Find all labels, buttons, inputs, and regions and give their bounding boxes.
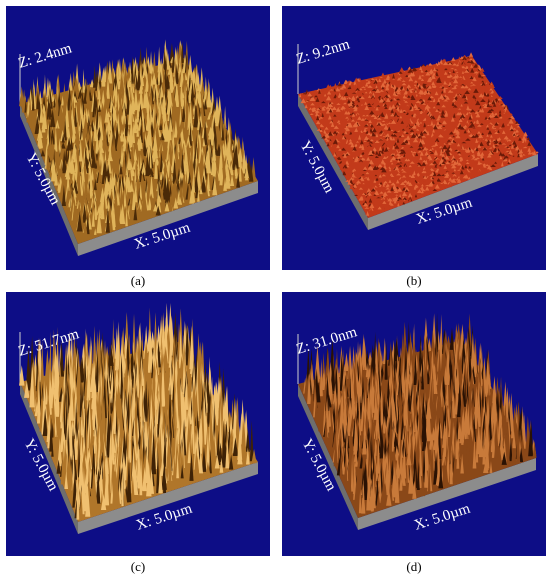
afm-panel-a: Z: 2.4nm Y: 5.0µm X: 5.0µm — [6, 6, 270, 270]
caption-a: (a) — [6, 273, 270, 289]
surface-peak — [451, 57, 455, 61]
surface-peak — [82, 69, 85, 93]
caption-b: (b) — [282, 273, 546, 289]
afm-surface-b: Z: 9.2nm Y: 5.0µm X: 5.0µm — [282, 6, 546, 270]
surface-peak — [527, 137, 530, 140]
surface-peak — [93, 66, 96, 88]
afm-surface-c: Z: 51.7nm Y: 5.0µm X: 5.0µm — [6, 292, 270, 556]
surface-peak — [469, 52, 473, 56]
afm-panel-b: Z: 9.2nm Y: 5.0µm X: 5.0µm — [282, 6, 546, 270]
surface-peak — [399, 67, 404, 72]
surface-peak — [334, 83, 337, 87]
surface-peak — [344, 353, 349, 371]
afm-surface-d: Z: 31.0nm Y: 5.0µm X: 5.0µm — [282, 292, 546, 556]
afm-panel-c: Z: 51.7nm Y: 5.0µm X: 5.0µm — [6, 292, 270, 556]
afm-panel-d: Z: 31.0nm Y: 5.0µm X: 5.0µm — [282, 292, 546, 556]
surface-peak — [381, 73, 386, 78]
afm-surface-a: Z: 2.4nm Y: 5.0µm X: 5.0µm — [6, 6, 270, 270]
z-axis-label-b: Z: 9.2nm — [294, 36, 352, 67]
caption-c: (c) — [6, 559, 270, 575]
z-axis-label-a: Z: 2.4nm — [16, 40, 74, 71]
